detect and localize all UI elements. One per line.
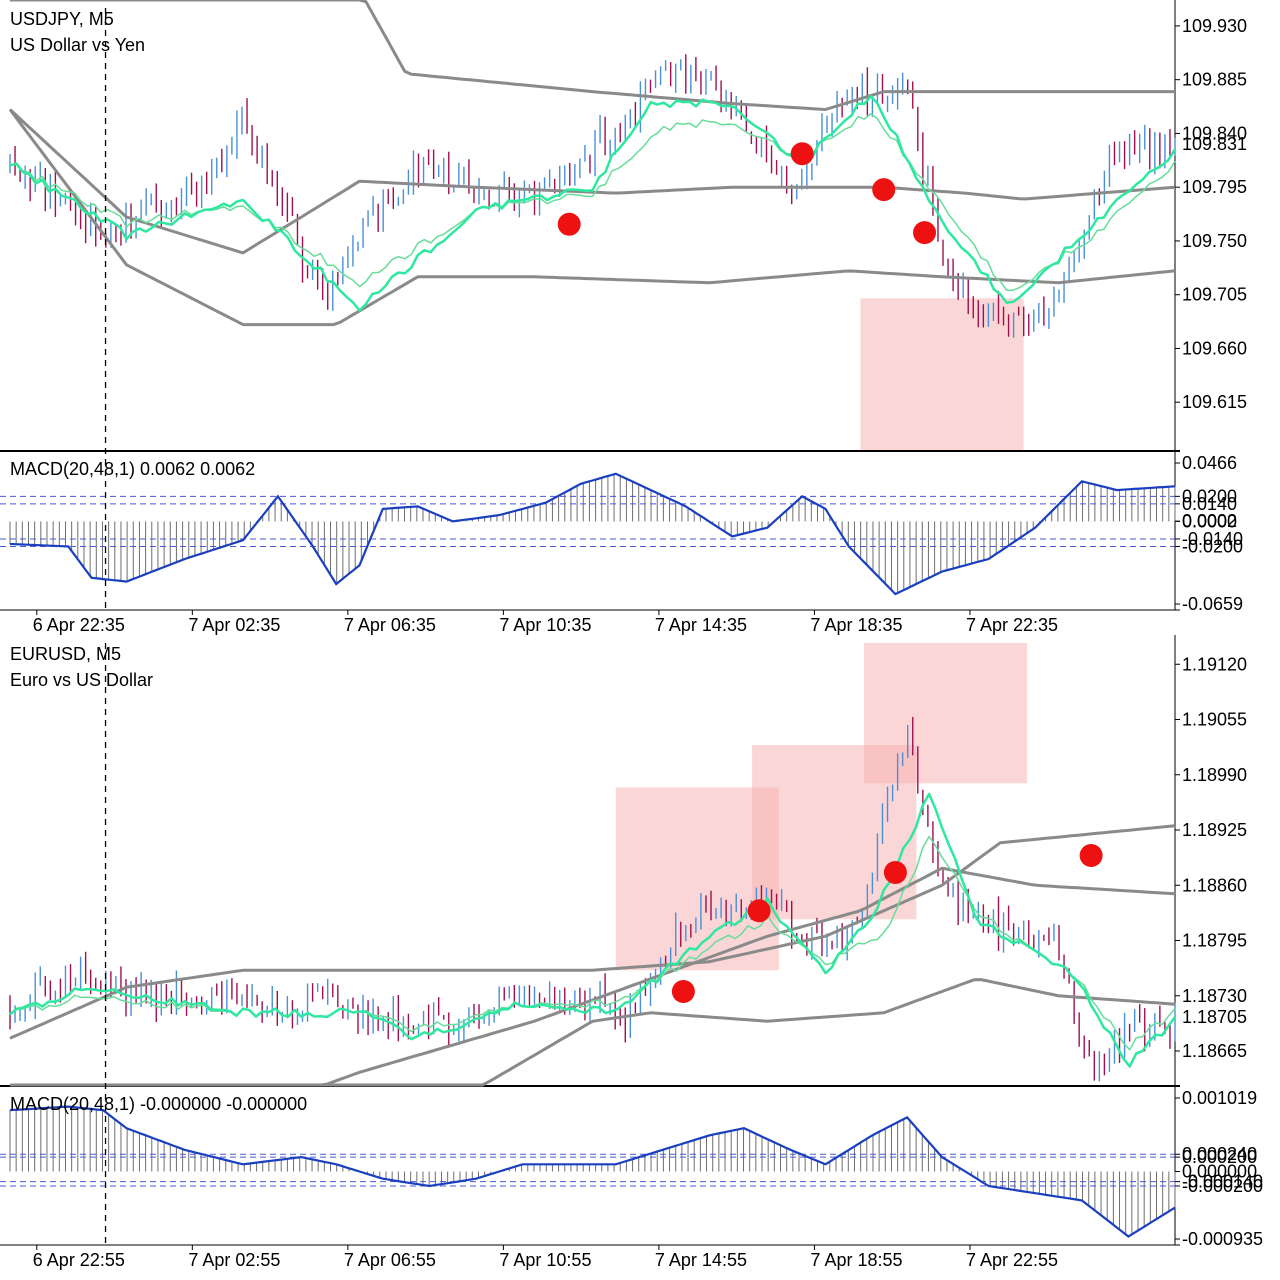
- zone-rect-1[interactable]: [860, 298, 1024, 450]
- chart-pane-1: 109.930 109.885 109.840 109.795 109.750 109.7…: [0, 0, 1247, 635]
- macd-line: [9, 1105, 1176, 1238]
- macd-level-label: -0.000200: [1182, 1176, 1263, 1196]
- time-label: 7 Apr 18:35: [810, 615, 902, 635]
- time-label: 7 Apr 10:35: [499, 615, 591, 635]
- ma-fast-line: [9, 95, 1177, 312]
- signal-points: [671, 844, 1103, 1003]
- macd-level-label: 0.0000: [1182, 511, 1237, 531]
- symbol-title: USDJPY, M5: [10, 9, 114, 29]
- macd-line: [9, 472, 1176, 596]
- price-label: 1.18990: [1182, 765, 1247, 785]
- signal-dot-3[interactable]: [872, 178, 896, 202]
- signal-dot-1[interactable]: [671, 980, 695, 1003]
- macd-level-label: -0.0140: [1182, 529, 1243, 549]
- time-label: 7 Apr 14:35: [655, 615, 747, 635]
- symbol-title: EURUSD, M5: [10, 644, 121, 664]
- price-label: 109.930: [1182, 16, 1247, 36]
- price-label: 1.18795: [1182, 931, 1247, 951]
- macd-histogram: [9, 474, 1176, 594]
- macd-level-label: 0.000000: [1182, 1162, 1257, 1182]
- macd-level-label: -0.000935: [1182, 1229, 1263, 1249]
- symbol-description: Euro vs US Dollar: [10, 670, 153, 690]
- price-label: 109.750: [1182, 231, 1247, 251]
- macd-label: MACD(20,48,1) 0.0062 0.0062: [10, 459, 255, 479]
- time-label: 6 Apr 22:55: [33, 1250, 125, 1270]
- time-label: 7 Apr 06:35: [344, 615, 436, 635]
- price-label: 1.18860: [1182, 875, 1247, 895]
- signal-dot-2[interactable]: [790, 142, 814, 166]
- zones: [615, 643, 1028, 971]
- time-label: 7 Apr 22:55: [966, 1250, 1058, 1270]
- price-axis-labels: 109.930 109.885 109.840 109.795 109.750 109.7…: [1175, 16, 1247, 412]
- macd-level-label: -0.0200: [1182, 536, 1243, 556]
- time-label: 6 Apr 22:35: [33, 615, 125, 635]
- signal-dot-3[interactable]: [883, 861, 907, 884]
- macd-histogram: [9, 1106, 1176, 1235]
- band-upper-line: [9, 824, 1176, 1040]
- time-label: 7 Apr 18:55: [810, 1250, 902, 1270]
- band-upper-line: [10, 0, 1175, 111]
- price-label: 1.18925: [1182, 820, 1247, 840]
- ma-fast-line: [9, 792, 1176, 1068]
- zone-rect-3[interactable]: [863, 643, 1028, 784]
- band-lower-line: [8, 108, 1176, 327]
- ma-slow-line: [9, 835, 1176, 1051]
- macd-level-label: 0.0140: [1182, 494, 1237, 514]
- macd-level-label: 0.0002: [1182, 511, 1237, 531]
- chart-pane-2: 1.19120 1.19055 1.18990 1.18925 1.18860 1.187…: [0, 635, 1263, 1270]
- macd-level-label: 0.000200: [1182, 1147, 1257, 1167]
- band-lower-line: [10, 978, 1176, 1087]
- macd-level-label: -0.000140: [1182, 1172, 1263, 1192]
- signal-dot-2[interactable]: [747, 899, 771, 923]
- price-label: 109.795: [1182, 177, 1247, 197]
- time-label: 7 Apr 06:55: [344, 1250, 436, 1270]
- price-label: 1.19055: [1182, 710, 1247, 730]
- current-price-label: 1.18705: [1182, 1007, 1247, 1027]
- price-label: 1.19120: [1182, 654, 1247, 674]
- price-label: 109.840: [1182, 123, 1247, 143]
- time-label: 7 Apr 02:55: [188, 1250, 280, 1270]
- price-label: 1.18665: [1182, 1041, 1247, 1061]
- zones: [860, 298, 1024, 450]
- time-label: 7 Apr 02:35: [188, 615, 280, 635]
- macd-pane: MACD(20,48,1) 0.0062 0.0062 0.04660.02000…: [0, 453, 1243, 614]
- time-label: 7 Apr 14:55: [655, 1250, 747, 1270]
- macd-level-label: 0.001019: [1182, 1088, 1257, 1108]
- zone-rect-1[interactable]: [615, 787, 779, 971]
- macd-level-label: -0.0659: [1182, 594, 1243, 614]
- price-label: 109.660: [1182, 338, 1247, 358]
- time-axis-labels: 6 Apr 22:35 7 Apr 02:35 7 Apr 06:35 7 Apr 1…: [33, 610, 1058, 635]
- signal-dot-4[interactable]: [913, 221, 937, 245]
- macd-level-label: 0.000240: [1182, 1144, 1257, 1164]
- symbol-description: US Dollar vs Yen: [10, 35, 145, 55]
- macd-level-label: 0.0200: [1182, 486, 1237, 506]
- price-label: 109.615: [1182, 392, 1247, 412]
- price-label: 109.885: [1182, 70, 1247, 90]
- macd-pane: MACD(20,48,1) -0.000000 -0.000000 0.00101…: [0, 1088, 1263, 1249]
- signal-dot-4[interactable]: [1079, 844, 1103, 867]
- band-middle-line: [8, 108, 1176, 255]
- signal-dot-1[interactable]: [557, 212, 581, 236]
- price-label: 109.705: [1182, 285, 1247, 305]
- price-axis-labels: 1.19120 1.19055 1.18990 1.18925 1.18860 1.187…: [1175, 654, 1247, 1061]
- time-label: 7 Apr 10:55: [499, 1250, 591, 1270]
- macd-label: MACD(20,48,1) -0.000000 -0.000000: [10, 1094, 307, 1114]
- current-price-label: 109.831: [1182, 134, 1247, 154]
- signal-points: [557, 142, 937, 245]
- price-label: 1.18730: [1182, 986, 1247, 1006]
- time-axis-labels: 6 Apr 22:55 7 Apr 02:55 7 Apr 06:55 7 Apr 1…: [33, 1245, 1058, 1270]
- time-label: 7 Apr 22:35: [966, 615, 1058, 635]
- macd-level-label: 0.0466: [1182, 453, 1237, 473]
